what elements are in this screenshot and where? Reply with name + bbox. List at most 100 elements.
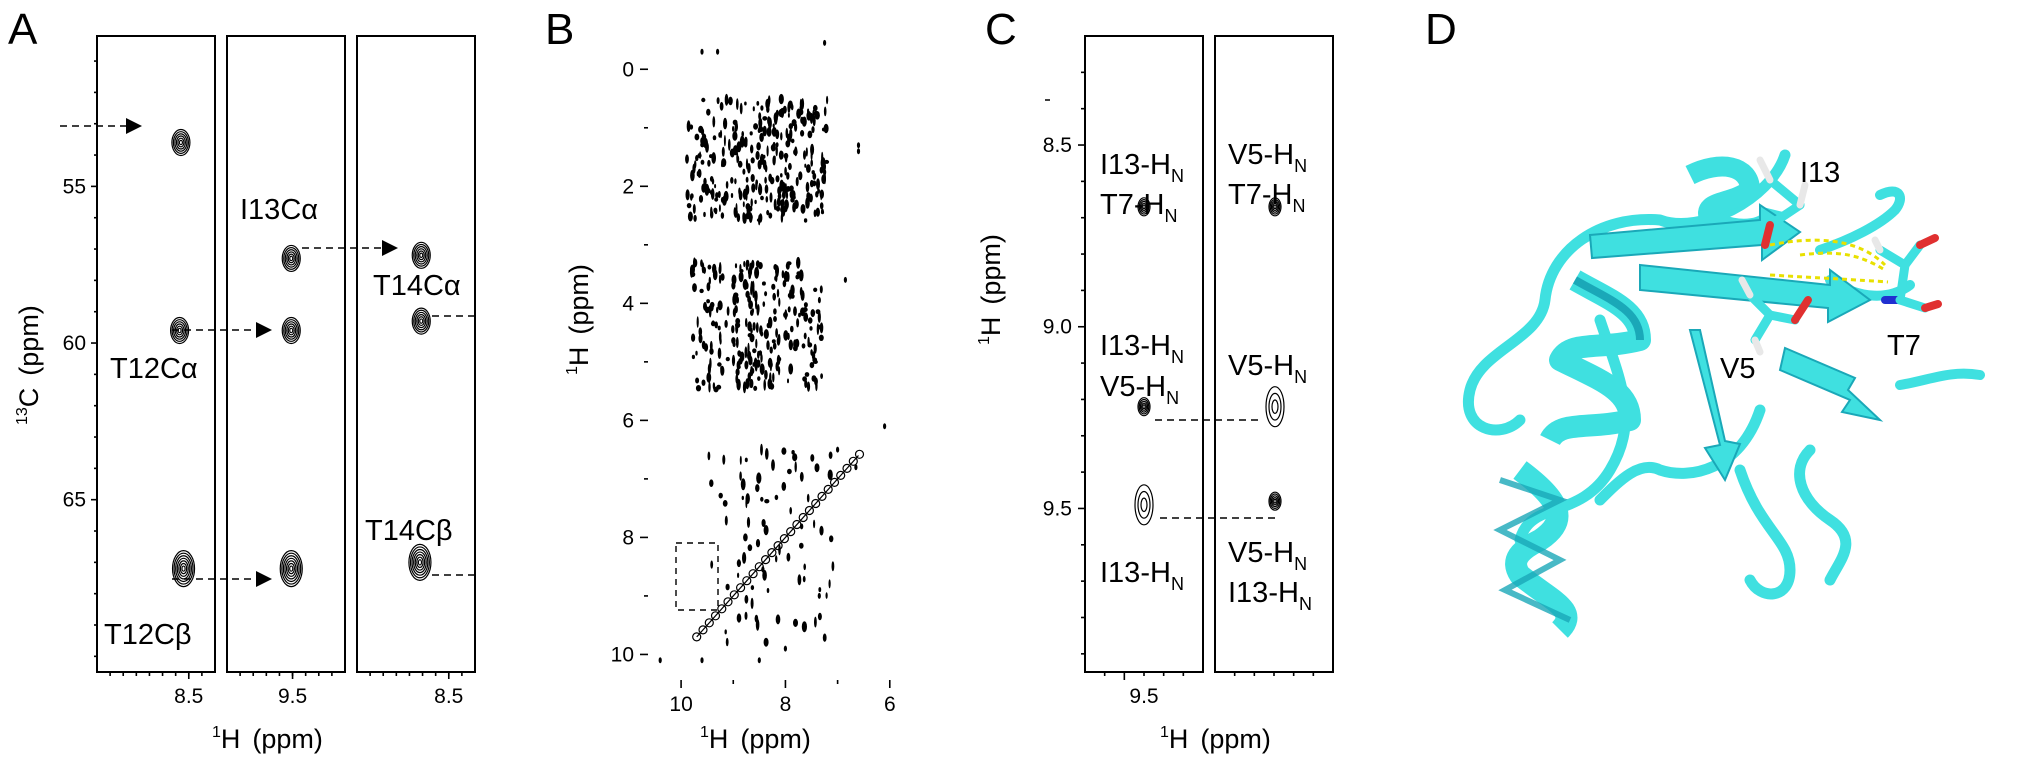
a-peak-5 — [279, 550, 303, 588]
b-diagonal-peak — [829, 477, 840, 487]
b-crosspeak — [762, 569, 767, 581]
a-peak-8 — [408, 543, 432, 581]
b-crosspeak — [750, 174, 755, 182]
c-ytick-label-2: 9.5 — [1043, 497, 1072, 520]
b-crosspeak — [816, 178, 820, 191]
b-crosspeak — [694, 133, 700, 141]
b-crosspeak — [698, 327, 703, 337]
b-crosspeak — [764, 499, 770, 504]
b-crosspeak — [777, 333, 781, 344]
b-crosspeak — [745, 317, 748, 328]
b-crosspeak — [753, 385, 758, 391]
label-t14cb: T14Cβ — [365, 515, 453, 547]
b-crosspeak — [751, 280, 755, 293]
b-crosspeak — [775, 265, 779, 276]
b-crosspeak — [717, 362, 722, 367]
b-crosspeak — [763, 379, 766, 391]
beta-strand-2 — [1639, 263, 1872, 324]
b-crosspeak — [763, 329, 769, 340]
b-crosspeak — [779, 108, 785, 116]
b-crosspeak — [726, 306, 730, 316]
b-crosspeak — [730, 177, 734, 184]
b-crosspeak — [826, 95, 829, 105]
b-crosspeak — [810, 454, 815, 462]
b-crosspeak — [737, 351, 742, 357]
b-crosspeak — [780, 206, 785, 213]
b-crosspeak — [805, 147, 808, 157]
b-crosspeak — [760, 496, 764, 502]
b-crosspeak — [744, 346, 748, 359]
b-crosspeak — [695, 385, 702, 392]
b-crosspeak — [709, 154, 713, 159]
beta-strand-1 — [1588, 203, 1802, 262]
coil-5 — [1794, 444, 1852, 586]
b-crosspeak — [712, 135, 717, 141]
b-crosspeak — [800, 307, 805, 317]
b-crosspeak — [773, 155, 776, 161]
b-crosspeak — [775, 144, 778, 157]
b-crosspeak — [796, 256, 801, 269]
b-crosspeak — [810, 143, 815, 156]
b-crosspeak — [762, 116, 768, 121]
beta-strand-4 — [1688, 329, 1742, 483]
b-crosspeak — [780, 213, 784, 223]
b-crosspeak — [718, 331, 722, 343]
b-crosspeak — [757, 376, 761, 381]
b-crosspeak — [745, 259, 749, 271]
b-crosspeak — [721, 146, 725, 157]
b-crosspeak — [791, 190, 796, 200]
b-crosspeak — [769, 192, 773, 203]
b-crosspeak — [745, 378, 750, 390]
b-crosspeak — [822, 633, 827, 642]
b-crosspeak — [758, 350, 763, 356]
b-crosspeak — [692, 283, 697, 293]
b-crosspeak — [764, 176, 767, 184]
b-crosspeak — [804, 163, 807, 168]
b-crosspeak — [798, 171, 803, 181]
beta-strand-3 — [1778, 346, 1884, 422]
b-crosspeak — [744, 611, 748, 620]
b-crosspeak — [691, 354, 696, 360]
b-crosspeak — [736, 559, 742, 568]
b-crosspeak — [759, 153, 765, 165]
b-crosspeak — [772, 141, 776, 150]
b-crosspeak — [812, 360, 818, 364]
b-crosspeak — [708, 276, 711, 285]
b-crosspeak — [725, 583, 730, 591]
b-crosspeak — [787, 378, 789, 384]
b-crosspeak — [764, 369, 768, 380]
b-diagonal-peak — [823, 484, 833, 494]
label-i13: I13 — [1800, 157, 1840, 189]
b-crosspeak — [773, 316, 777, 322]
b-crosspeak — [760, 353, 763, 363]
label-t12ca: T12Cα — [110, 353, 198, 385]
b-crosspeak — [786, 261, 792, 266]
a-xtick-label-0: 8.5 — [174, 685, 203, 708]
b-crosspeak — [750, 309, 754, 316]
b-crosspeak — [775, 555, 778, 563]
b-crosspeak — [794, 146, 798, 157]
label-i13ca: I13Cα — [240, 194, 318, 226]
b-crosspeak — [712, 116, 716, 128]
panel-a-x-axis-label: 1H (ppm) — [212, 724, 323, 754]
panel-b-x-axis-label: 1H (ppm) — [700, 724, 811, 754]
a-ytick-label-1: 60 — [63, 332, 86, 355]
b-crosspeak — [718, 492, 723, 499]
b-crosspeak — [693, 258, 698, 268]
b-crosspeak — [745, 176, 749, 183]
b-crosspeak — [739, 268, 744, 273]
b-crosspeak — [743, 280, 747, 288]
b-crosspeak — [755, 179, 758, 191]
b-crosspeak — [756, 142, 761, 151]
b-crosspeak — [771, 339, 776, 344]
b-ytick-label-5: 10 — [611, 643, 634, 666]
b-crosspeak — [823, 106, 827, 117]
b-crosspeak — [720, 197, 724, 203]
b-crosspeak — [817, 296, 821, 304]
b-crosspeak — [729, 148, 735, 158]
b-crosspeak — [798, 312, 801, 318]
b-diagonal-peak — [710, 611, 721, 621]
b-crosspeak — [828, 579, 831, 589]
b-crosspeak — [751, 183, 756, 193]
b-crosspeak — [708, 381, 711, 393]
